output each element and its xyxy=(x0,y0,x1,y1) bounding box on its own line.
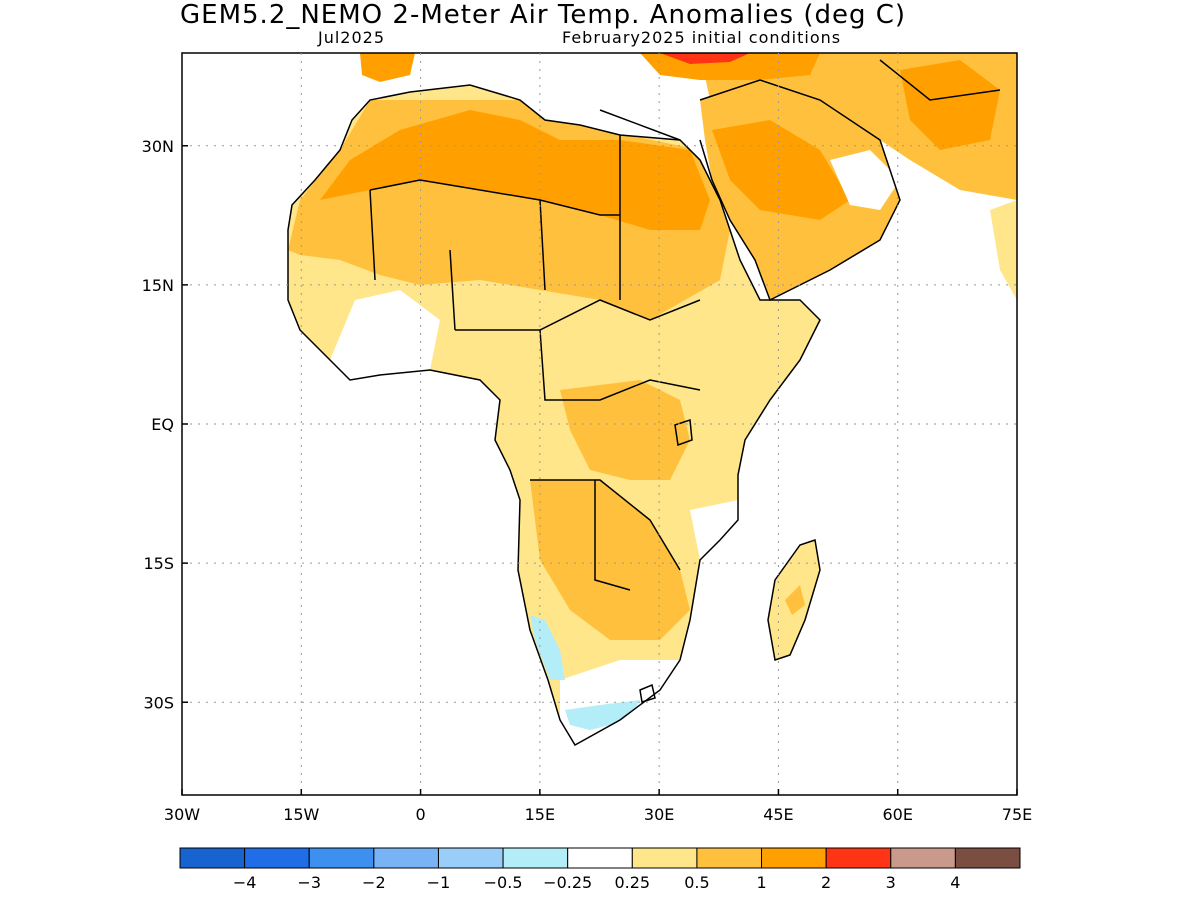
coastlines xyxy=(287,59,1001,747)
colorbar-swatch xyxy=(244,847,310,869)
lon-tick-label: 0 xyxy=(415,805,425,824)
lon-tick-label: 30E xyxy=(644,805,674,824)
colorbar-swatch xyxy=(308,847,375,869)
lat-tick-label: 30N xyxy=(142,137,174,156)
lon-tick-label: 30W xyxy=(164,805,200,824)
colorbar: −4 −3 −2 −1 −0.5 −0.25 0.25 0.5 1 2 3 4 xyxy=(179,847,1021,892)
lat-tick-label: 15N xyxy=(142,276,174,295)
colorbar-label: 0.25 xyxy=(614,873,650,892)
lat-tick-label: 30S xyxy=(143,693,174,712)
colorbar-label: −4 xyxy=(233,873,257,892)
colorbar-label: 0.5 xyxy=(684,873,709,892)
colorbar-swatch xyxy=(631,847,698,869)
map-title: GEM5.2_NEMO 2-Meter Air Temp. Anomalies … xyxy=(180,0,907,30)
lon-tick-label: 15E xyxy=(525,805,555,824)
colorbar-swatch xyxy=(373,847,439,869)
lon-tick-label: 60E xyxy=(882,805,912,824)
colorbar-label: −1 xyxy=(427,873,451,892)
lon-tick-label: 15W xyxy=(283,805,319,824)
lat-tick-label: EQ xyxy=(151,415,174,434)
colorbar-swatch xyxy=(502,847,569,869)
colorbar-swatch xyxy=(179,847,246,869)
colorbar-label: 1 xyxy=(756,873,766,892)
lat-tick-label: 15S xyxy=(143,554,174,573)
colorbar-label: −0.25 xyxy=(543,873,592,892)
colorbar-label: −0.5 xyxy=(484,873,523,892)
initial-conditions-label: February2025 initial conditions xyxy=(562,28,842,47)
colorbar-swatch xyxy=(567,847,633,869)
anomaly-field xyxy=(288,53,1017,745)
lon-tick-label: 45E xyxy=(763,805,793,824)
colorbar-swatch xyxy=(890,847,956,869)
colorbar-label: −2 xyxy=(362,873,386,892)
colorbar-label: 2 xyxy=(821,873,831,892)
forecast-month: Jul2025 xyxy=(318,28,386,47)
colorbar-swatch xyxy=(954,847,1021,869)
colorbar-swatch xyxy=(825,847,892,869)
axis-labels: 30W 15W 0 15E 30E 45E 60E 75E 30N 15N EQ 15S 30S xyxy=(142,137,1033,824)
colorbar-swatch xyxy=(761,847,827,869)
colorbar-swatch xyxy=(696,847,763,869)
lon-tick-label: 75E xyxy=(1002,805,1032,824)
graticule xyxy=(182,53,1017,795)
colorbar-label: 4 xyxy=(950,873,960,892)
colorbar-label: 3 xyxy=(886,873,896,892)
colorbar-swatch xyxy=(437,847,504,869)
colorbar-label: −3 xyxy=(297,873,321,892)
